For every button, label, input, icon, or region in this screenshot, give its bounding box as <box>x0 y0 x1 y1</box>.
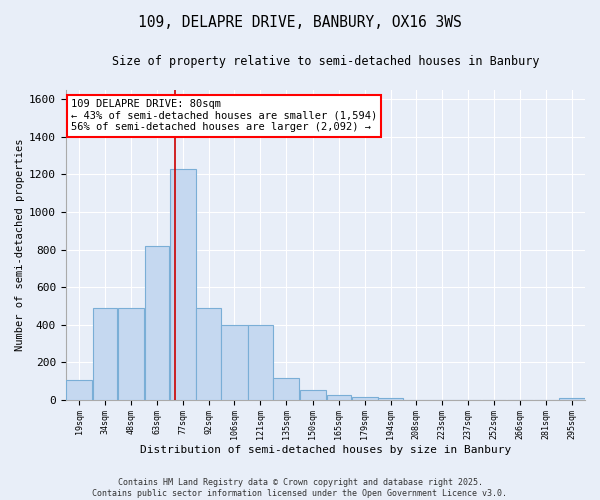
Bar <box>145 246 169 400</box>
Bar <box>170 169 196 400</box>
Y-axis label: Number of semi-detached properties: Number of semi-detached properties <box>15 138 25 351</box>
Bar <box>221 324 248 400</box>
Text: Contains HM Land Registry data © Crown copyright and database right 2025.
Contai: Contains HM Land Registry data © Crown c… <box>92 478 508 498</box>
Bar <box>118 308 144 400</box>
Bar <box>300 390 326 400</box>
Bar <box>66 380 92 400</box>
X-axis label: Distribution of semi-detached houses by size in Banbury: Distribution of semi-detached houses by … <box>140 445 511 455</box>
Bar <box>352 397 378 400</box>
Bar <box>326 395 351 400</box>
Title: Size of property relative to semi-detached houses in Banbury: Size of property relative to semi-detach… <box>112 55 539 68</box>
Bar <box>93 308 118 400</box>
Bar <box>559 398 585 400</box>
Bar <box>248 324 272 400</box>
Bar <box>379 398 403 400</box>
Text: 109 DELAPRE DRIVE: 80sqm
← 43% of semi-detached houses are smaller (1,594)
56% o: 109 DELAPRE DRIVE: 80sqm ← 43% of semi-d… <box>71 100 377 132</box>
Text: 109, DELAPRE DRIVE, BANBURY, OX16 3WS: 109, DELAPRE DRIVE, BANBURY, OX16 3WS <box>138 15 462 30</box>
Bar <box>196 308 221 400</box>
Bar <box>273 378 299 400</box>
